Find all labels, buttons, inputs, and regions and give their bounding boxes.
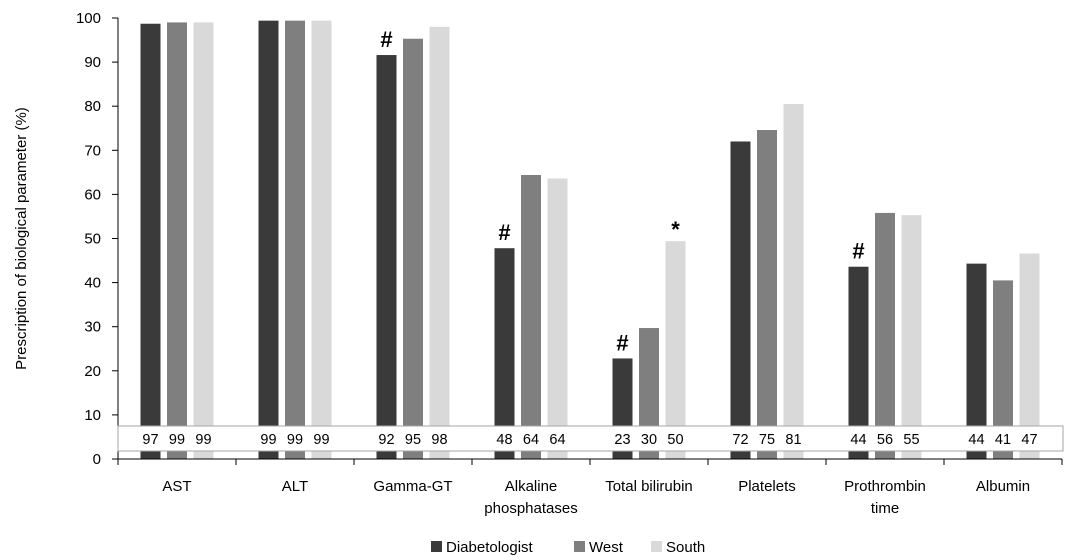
x-tick-label-line: Albumin <box>976 478 1030 495</box>
bar-diabetologist <box>376 55 397 459</box>
y-tick-label: 0 <box>93 451 101 468</box>
x-tick-label-line: phosphatases <box>484 500 577 517</box>
data-label: 75 <box>759 432 775 448</box>
y-axis-title-group: Prescription of biological parameter (%) <box>13 107 30 370</box>
x-tick-label-line: Prothrombin <box>844 478 926 495</box>
bar-west <box>285 20 305 460</box>
x-tick-label: AST <box>162 478 191 495</box>
bar-south <box>783 103 804 460</box>
bar-west <box>757 130 777 459</box>
bar-west <box>167 22 187 459</box>
x-tick-label-line: ALT <box>282 478 308 495</box>
y-tick-label: 30 <box>84 319 101 336</box>
significance-marker: * <box>671 217 680 242</box>
legend: Diabetologist West South <box>431 539 705 556</box>
y-axis-title: Prescription of biological parameter (%) <box>13 107 30 370</box>
bar-diabetologist <box>848 266 869 459</box>
y-tick-label: 90 <box>84 54 101 71</box>
bar-west <box>993 280 1013 459</box>
x-tick-label: Total bilirubin <box>605 478 693 495</box>
data-label: 72 <box>732 432 748 448</box>
data-label: 47 <box>1021 432 1037 448</box>
data-label: 92 <box>378 432 394 448</box>
bar-south <box>193 22 214 459</box>
significance-marker: # <box>616 330 628 355</box>
annotations: # # # * # <box>380 27 864 355</box>
bar-south <box>901 215 922 459</box>
data-table-box <box>117 425 1064 452</box>
data-label: 44 <box>850 432 866 448</box>
data-label: 81 <box>785 432 801 448</box>
data-label: 41 <box>995 432 1011 448</box>
x-tick-label-line: Gamma-GT <box>373 478 452 495</box>
x-tick-label: ALT <box>282 478 308 495</box>
x-tick-label-line: Platelets <box>738 478 796 495</box>
x-tick-label-line: Total bilirubin <box>605 478 693 495</box>
bar-south <box>1019 253 1040 459</box>
data-label: 99 <box>169 432 185 448</box>
data-label: 48 <box>496 432 512 448</box>
significance-marker: # <box>852 239 864 264</box>
data-label: 55 <box>903 432 919 448</box>
data-label: 23 <box>614 432 630 448</box>
legend-swatch-diabetologist <box>431 541 442 552</box>
x-tick-label: Albumin <box>976 478 1030 495</box>
x-axis: AST ALT Gamma-GT Alkaline phosphatases Total … <box>117 458 1063 517</box>
bar-west <box>875 212 895 459</box>
data-label: 64 <box>549 432 565 448</box>
y-tick-label: 10 <box>84 407 101 424</box>
bar-west <box>521 174 541 459</box>
legend-swatch-south <box>651 541 662 552</box>
y-tick-label: 20 <box>84 363 101 380</box>
data-label: 64 <box>523 432 539 448</box>
data-label: 50 <box>667 432 683 448</box>
x-tick-label: Alkaline phosphatases <box>484 478 577 517</box>
bar-diabetologist <box>966 263 987 459</box>
data-label: 30 <box>641 432 657 448</box>
data-label: 99 <box>195 432 211 448</box>
y-tick-label: 50 <box>84 231 101 248</box>
legend-label-south: South <box>666 539 705 556</box>
y-axis: 0 10 20 30 40 50 60 70 80 90 100 <box>76 10 119 468</box>
x-tick-label-line: AST <box>162 478 191 495</box>
bar-south <box>429 26 450 459</box>
data-label-table: 97 99 92 48 23 72 44 44 99 99 95 64 30 75 56 41 99 99 98 64… <box>117 425 1064 452</box>
y-tick-label: 100 <box>76 10 101 27</box>
data-label: 98 <box>431 432 447 448</box>
significance-marker: # <box>380 27 392 52</box>
bars <box>140 20 1040 460</box>
y-tick-label: 40 <box>84 275 101 292</box>
x-tick-label: Platelets <box>738 478 796 495</box>
y-tick-label: 80 <box>84 98 101 115</box>
x-tick-label: Prothrombin time <box>844 478 926 517</box>
bar-diabetologist <box>730 141 751 460</box>
x-tick-label: Gamma-GT <box>373 478 452 495</box>
bar-west <box>403 38 423 460</box>
y-tick-label: 60 <box>84 186 101 203</box>
data-label: 99 <box>287 432 303 448</box>
data-label: 95 <box>405 432 421 448</box>
x-tick-label-line: Alkaline <box>505 478 558 495</box>
bar-diabetologist <box>258 20 279 460</box>
legend-swatch-west <box>574 541 585 552</box>
y-tick-label: 70 <box>84 142 101 159</box>
legend-label-diabetologist: Diabetologist <box>446 539 534 556</box>
data-label: 97 <box>142 432 158 448</box>
significance-marker: # <box>498 220 510 245</box>
bar-diabetologist <box>140 23 161 459</box>
bar-diabetologist <box>494 248 515 459</box>
data-label: 44 <box>968 432 984 448</box>
data-label: 99 <box>260 432 276 448</box>
bar-south <box>311 20 332 460</box>
bar-south <box>665 241 686 459</box>
x-tick-label-line: time <box>871 500 899 517</box>
data-label: 99 <box>313 432 329 448</box>
data-label: 56 <box>877 432 893 448</box>
bar-south <box>547 178 568 460</box>
legend-label-west: West <box>589 539 624 556</box>
